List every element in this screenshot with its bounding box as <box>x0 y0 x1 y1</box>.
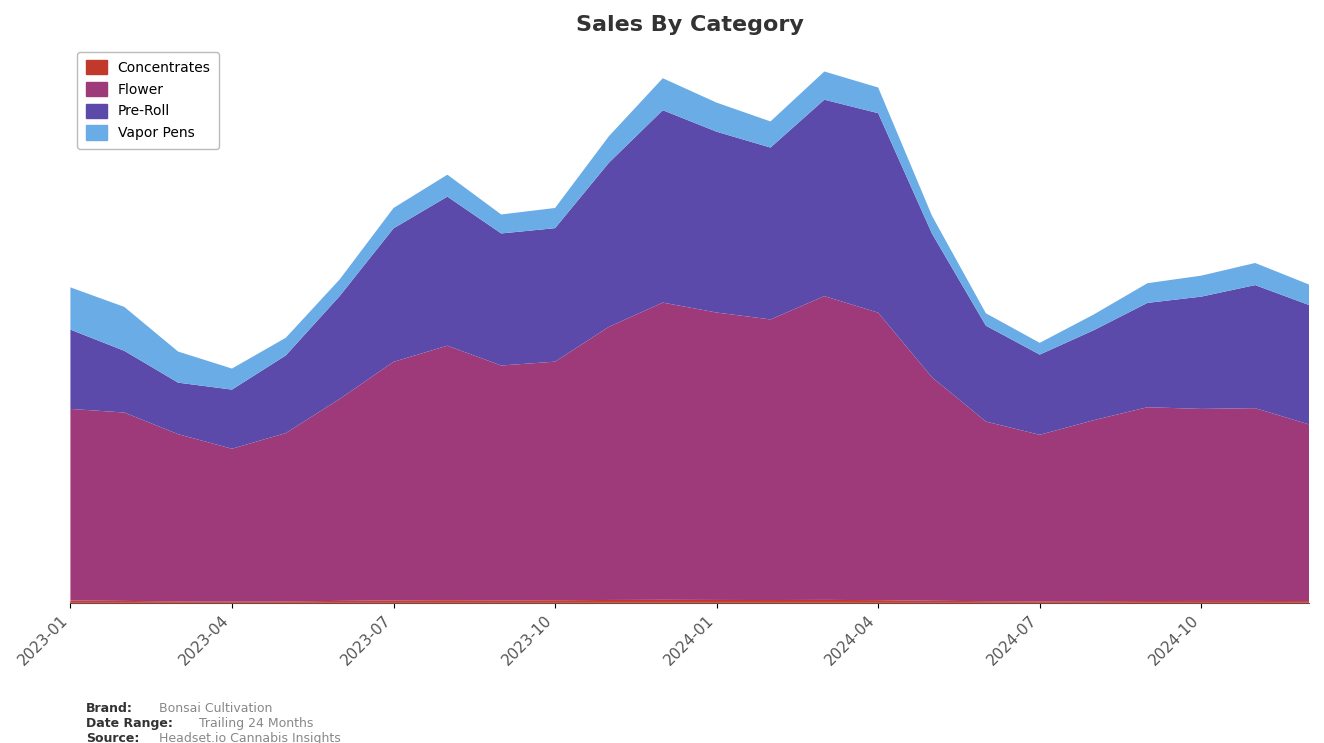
Text: Brand:: Brand: <box>86 702 132 715</box>
Text: Trailing 24 Months: Trailing 24 Months <box>199 717 312 730</box>
Text: Bonsai Cultivation: Bonsai Cultivation <box>159 702 273 715</box>
Text: Source:: Source: <box>86 732 139 743</box>
Legend: Concentrates, Flower, Pre-Roll, Vapor Pens: Concentrates, Flower, Pre-Roll, Vapor Pe… <box>77 52 218 149</box>
Text: Headset.io Cannabis Insights: Headset.io Cannabis Insights <box>159 732 340 743</box>
Text: Date Range:: Date Range: <box>86 717 173 730</box>
Title: Sales By Category: Sales By Category <box>576 15 804 35</box>
